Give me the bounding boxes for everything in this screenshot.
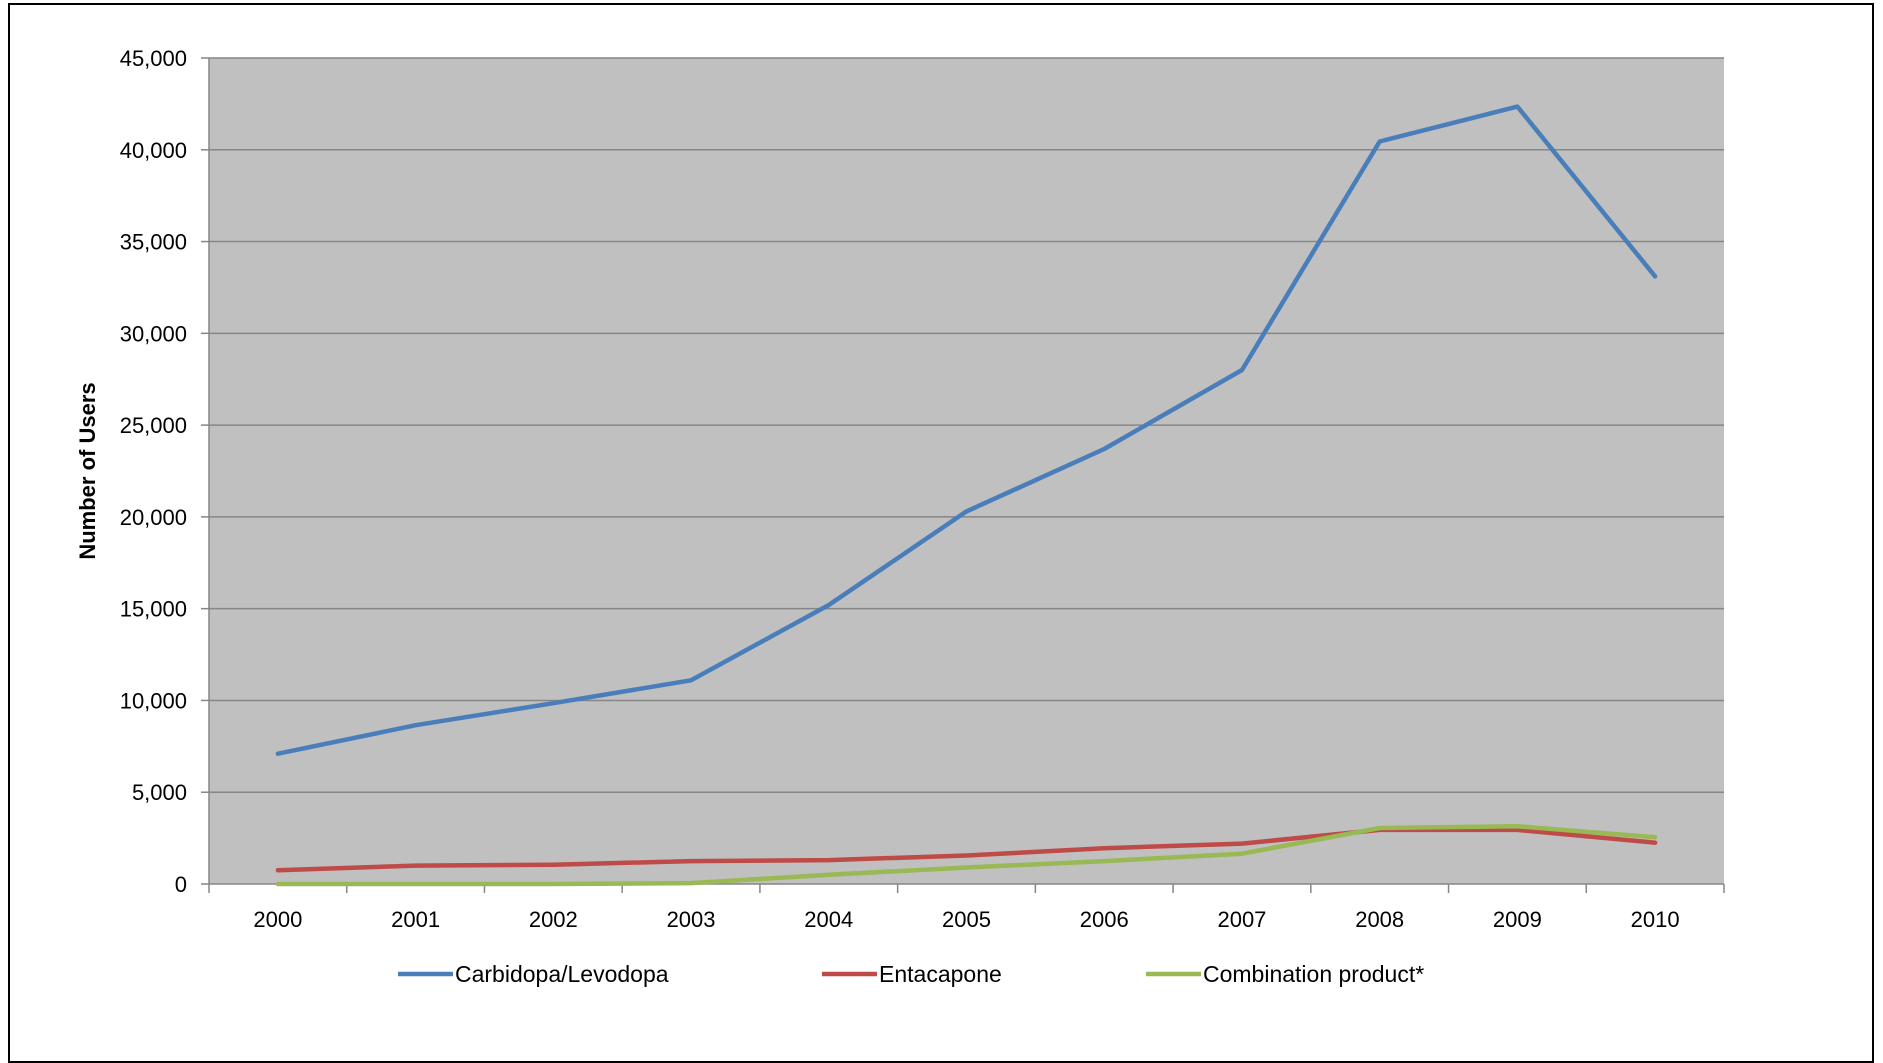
y-axis-title: Number of Users [75, 382, 100, 559]
x-tick-label: 2005 [942, 907, 991, 932]
x-tick-label: 2004 [804, 907, 853, 932]
legend-label: Entacapone [879, 961, 1002, 987]
x-tick-label: 2003 [667, 907, 716, 932]
legend-label: Combination product* [1203, 961, 1424, 987]
plot-area [209, 58, 1724, 884]
x-tick-label: 2001 [391, 907, 440, 932]
y-tick-label: 15,000 [120, 597, 187, 622]
y-tick-label: 25,000 [120, 413, 187, 438]
x-axis-ticks: 2000 2001 2002 2003 2004 2005 2006 2007 2008 2009… [209, 884, 1724, 932]
x-tick-label: 2010 [1631, 907, 1680, 932]
y-tick-label: 20,000 [120, 505, 187, 530]
y-tick-label: 45,000 [120, 46, 187, 71]
x-tick-label: 2006 [1080, 907, 1129, 932]
y-tick-label: 30,000 [120, 321, 187, 346]
x-tick-label: 2009 [1493, 907, 1542, 932]
x-tick-label: 2000 [253, 907, 302, 932]
y-tick-label: 0 [175, 872, 187, 897]
y-tick-label: 40,000 [120, 138, 187, 163]
x-tick-label: 2002 [529, 907, 578, 932]
y-tick-label: 5,000 [132, 780, 187, 805]
legend-label: Carbidopa/Levodopa [455, 961, 669, 987]
y-tick-label: 10,000 [120, 688, 187, 713]
y-axis-ticks: 0 5,000 10,000 15,000 20,000 25,000 30,000 35,0… [120, 46, 209, 897]
legend: Carbidopa/Levodopa Entacapone Combination … [398, 961, 1424, 987]
y-tick-label: 35,000 [120, 230, 187, 255]
x-tick-label: 2007 [1217, 907, 1266, 932]
x-tick-label: 2008 [1355, 907, 1404, 932]
